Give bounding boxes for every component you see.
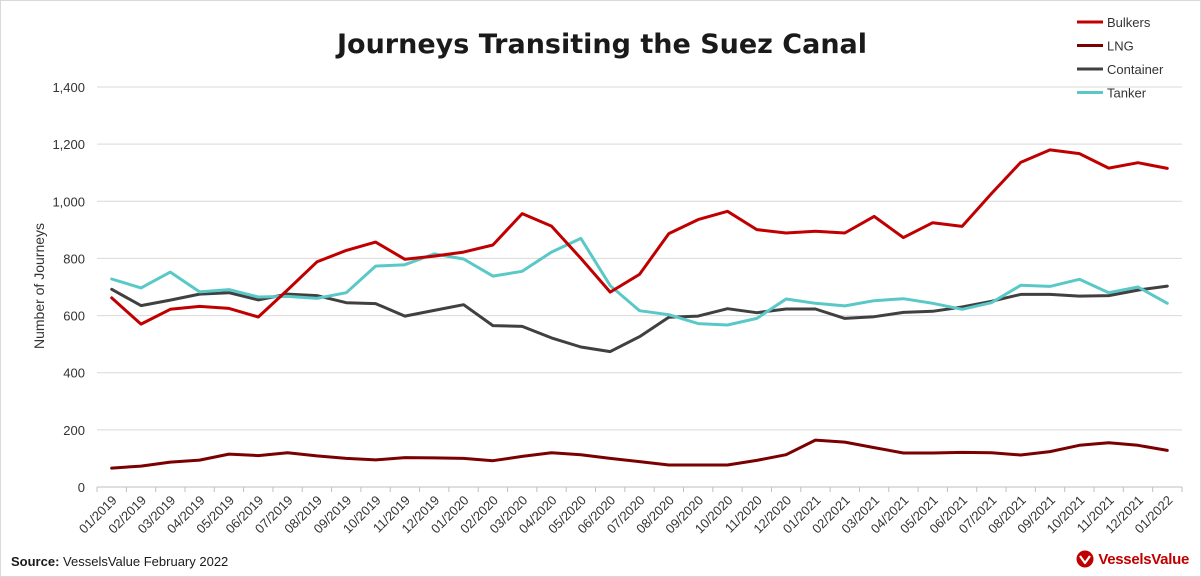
vesselsvalue-logo-icon bbox=[1076, 550, 1094, 568]
x-axis-ticks: 01/201902/201903/201904/201905/201906/20… bbox=[76, 487, 1183, 536]
y-tick-label: 0 bbox=[78, 480, 85, 495]
series-lines bbox=[110, 148, 1169, 470]
y-tick-label: 1,000 bbox=[52, 194, 85, 209]
series-line-bulkers bbox=[110, 148, 1169, 326]
y-tick-label: 400 bbox=[63, 366, 85, 381]
y-axis-label: Number of Journeys bbox=[31, 223, 47, 349]
legend-label: Container bbox=[1107, 62, 1164, 77]
legend-label: Bulkers bbox=[1107, 15, 1151, 30]
logo-text: VesselsValue bbox=[1098, 550, 1189, 568]
y-axis-ticks: 0 200 400 600 800 1,000 1,200 1,400 bbox=[52, 80, 85, 495]
source-note: Source: VesselsValue February 2022 bbox=[11, 554, 228, 569]
grid-lines bbox=[97, 86, 1182, 488]
source-label: Source: bbox=[11, 554, 60, 569]
series-line-tanker bbox=[110, 236, 1169, 327]
source-text: VesselsValue February 2022 bbox=[63, 554, 229, 569]
y-tick-label: 1,200 bbox=[52, 137, 85, 152]
legend-label: LNG bbox=[1107, 39, 1134, 54]
vesselsvalue-logo: VesselsValue bbox=[1076, 550, 1189, 568]
y-tick-label: 800 bbox=[63, 251, 85, 266]
legend-label: Tanker bbox=[1107, 86, 1147, 101]
y-tick-label: 600 bbox=[63, 309, 85, 324]
chart-title: Journeys Transiting the Suez Canal bbox=[335, 29, 867, 60]
series-line-lng bbox=[110, 438, 1169, 470]
y-tick-label: 200 bbox=[63, 423, 85, 438]
y-tick-label: 1,400 bbox=[52, 80, 85, 95]
legend: Bulkers LNG Container Tanker bbox=[1077, 15, 1164, 101]
